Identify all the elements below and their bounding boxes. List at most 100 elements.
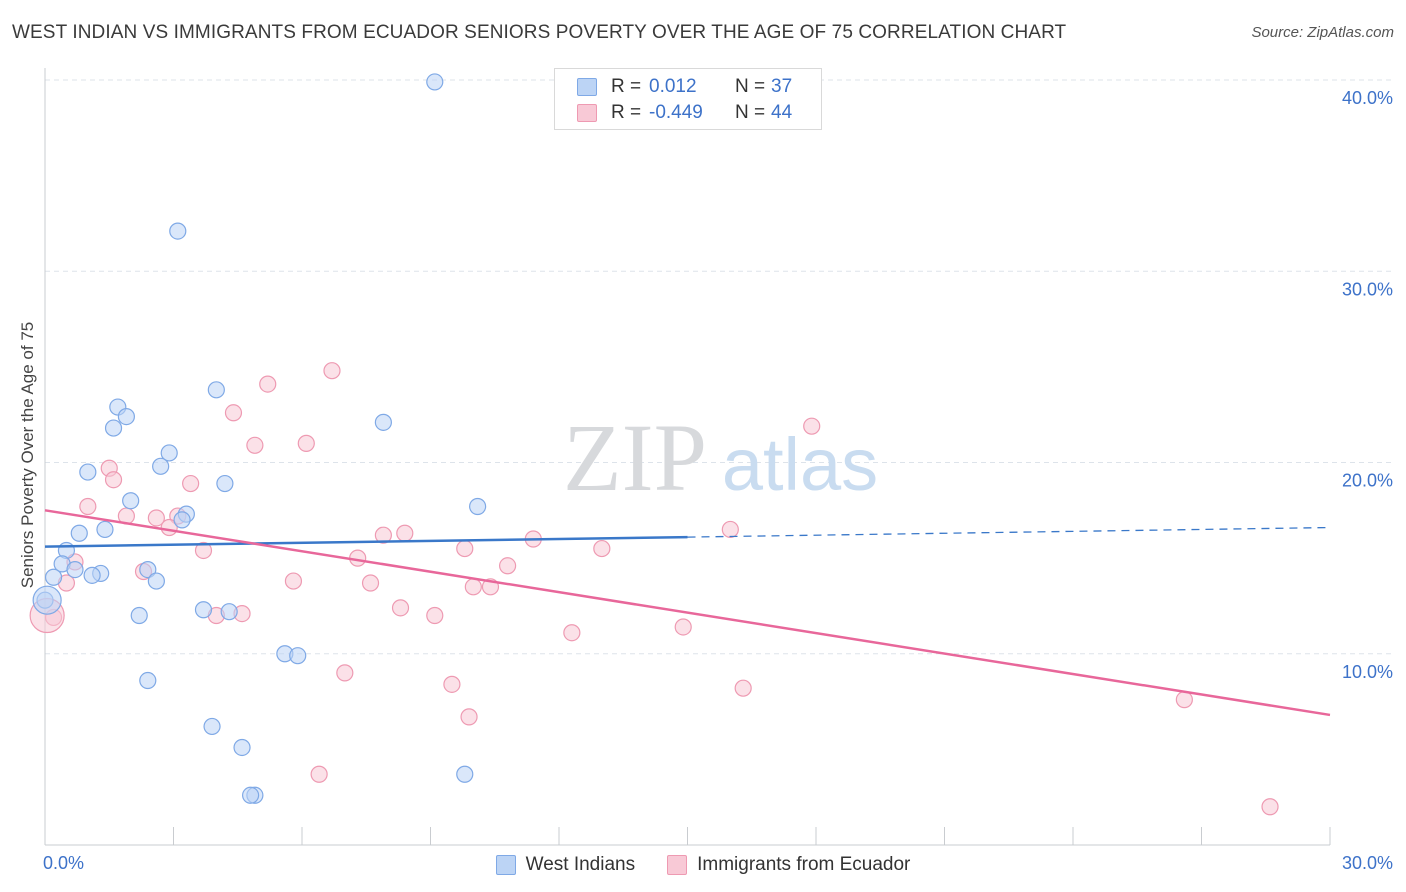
west-indian-point — [139, 671, 157, 690]
west-indian-point — [169, 222, 187, 240]
west-indian-point — [289, 647, 307, 665]
west-indian-point — [242, 786, 260, 804]
legend-n-label: N = — [735, 76, 766, 97]
legend-r-label: R = — [611, 102, 642, 123]
west-indian-point — [194, 601, 213, 619]
axes — [44, 68, 1331, 846]
west-indian-point — [469, 497, 487, 516]
legend-swatch-pink — [577, 104, 597, 122]
west-indian-point — [233, 738, 251, 757]
ecuador-point — [721, 520, 739, 539]
ecuador-point — [194, 541, 213, 560]
west-indian-point — [104, 419, 123, 437]
ecuador-point — [803, 417, 821, 435]
series-ecuador-points — [29, 362, 1279, 816]
ecuador-point — [361, 574, 380, 592]
chart-title: WEST INDIAN VS IMMIGRANTS FROM ECUADOR S… — [12, 22, 1067, 43]
series-west-indians-points — [32, 73, 487, 804]
trend-lines — [44, 509, 1331, 717]
legend-row-west-indians: R = 0.012 N = 37 — [577, 75, 792, 99]
trendline-west-indians-solid — [44, 535, 688, 548]
ecuador-point — [456, 539, 474, 558]
grid-lines — [45, 79, 1395, 655]
west-indian-point — [160, 444, 178, 462]
ecuador-point — [396, 524, 414, 542]
y-tick-label: 20.0% — [1342, 471, 1393, 491]
legend-r-label: R = — [611, 76, 642, 97]
legend-row-ecuador: R = -0.449 N = 44 — [577, 101, 792, 125]
y-tick-label: 30.0% — [1342, 279, 1393, 299]
ecuador-point — [336, 664, 354, 682]
west-indian-point — [173, 511, 191, 529]
ecuador-point — [499, 557, 517, 575]
trendline-west-indians-dashed — [687, 526, 1331, 538]
west-indian-point — [147, 572, 165, 590]
ecuador-point — [426, 606, 444, 625]
ecuador-point — [1175, 691, 1193, 709]
ecuador-point — [297, 434, 315, 452]
ecuador-point — [246, 436, 264, 454]
west-indian-point — [130, 606, 148, 625]
west-indian-point — [44, 568, 63, 586]
trendline-ecuador — [44, 509, 1331, 717]
legend-item-ecuador[interactable]: Immigrants from Ecuador — [667, 854, 910, 876]
ecuador-point — [391, 599, 410, 617]
legend-r-value: -0.449 — [649, 102, 703, 123]
west-indian-point-cluster — [32, 585, 62, 615]
west-indian-point — [83, 566, 101, 584]
source-note: Source: ZipAtlas.com — [1251, 24, 1394, 41]
ecuador-point — [1261, 798, 1279, 816]
ecuador-point — [464, 578, 482, 596]
ecuador-point — [674, 618, 692, 636]
legend-r-value: 0.012 — [649, 76, 697, 97]
west-indian-point — [374, 413, 392, 431]
west-indian-point — [203, 717, 221, 736]
legend-label-ecuador: Immigrants from Ecuador — [697, 854, 911, 875]
west-indian-point — [426, 73, 444, 91]
ecuador-point — [224, 404, 243, 422]
west-indian-point — [117, 408, 135, 426]
legend-n-label: N = — [735, 102, 766, 123]
west-indian-point — [216, 474, 234, 493]
west-indian-point — [96, 520, 114, 539]
ecuador-point — [593, 539, 611, 558]
watermark-zip: ZIP — [563, 404, 707, 511]
west-indian-point — [79, 463, 97, 481]
x-tick-labels: 0.0% 30.0% — [43, 853, 1393, 873]
ecuador-point — [104, 471, 123, 489]
ecuador-point — [284, 572, 303, 590]
y-tick-label: 10.0% — [1342, 662, 1393, 682]
y-tick-labels: 10.0% 20.0% 30.0% 40.0% — [1342, 88, 1393, 682]
legend-swatch-blue — [577, 78, 597, 96]
west-indian-point — [152, 457, 170, 475]
west-indian-point — [66, 560, 84, 579]
ecuador-point — [323, 362, 341, 380]
ecuador-point — [182, 474, 200, 493]
ecuador-point — [374, 526, 392, 544]
ecuador-point — [310, 765, 328, 783]
west-indian-point — [220, 603, 238, 621]
west-indian-point — [122, 492, 140, 510]
legend-label-west-indians: West Indians — [525, 854, 636, 875]
legend-swatch-pink — [667, 855, 688, 875]
ecuador-point — [443, 675, 461, 693]
y-tick-label: 40.0% — [1342, 88, 1393, 108]
west-indian-point — [207, 381, 225, 399]
x-tick-label: 0.0% — [43, 853, 84, 873]
x-tick-label: 30.0% — [1342, 853, 1393, 873]
legend-n-value: 44 — [771, 102, 793, 123]
legend-n-value: 37 — [771, 76, 793, 97]
ecuador-point — [460, 708, 478, 726]
legend-swatch-blue — [495, 855, 516, 875]
ecuador-point — [259, 375, 277, 393]
west-indian-point — [70, 524, 88, 542]
ecuador-point — [563, 624, 581, 642]
ecuador-point — [734, 679, 752, 697]
correlation-legend: R = 0.012 N = 37 R = -0.449 N = 44 — [554, 68, 822, 130]
west-indian-point — [139, 560, 157, 579]
ecuador-point — [79, 497, 97, 516]
ecuador-point — [147, 509, 165, 527]
series-legend: West Indians Immigrants from Ecuador — [0, 852, 1406, 878]
legend-item-west-indians[interactable]: West Indians — [495, 854, 636, 876]
